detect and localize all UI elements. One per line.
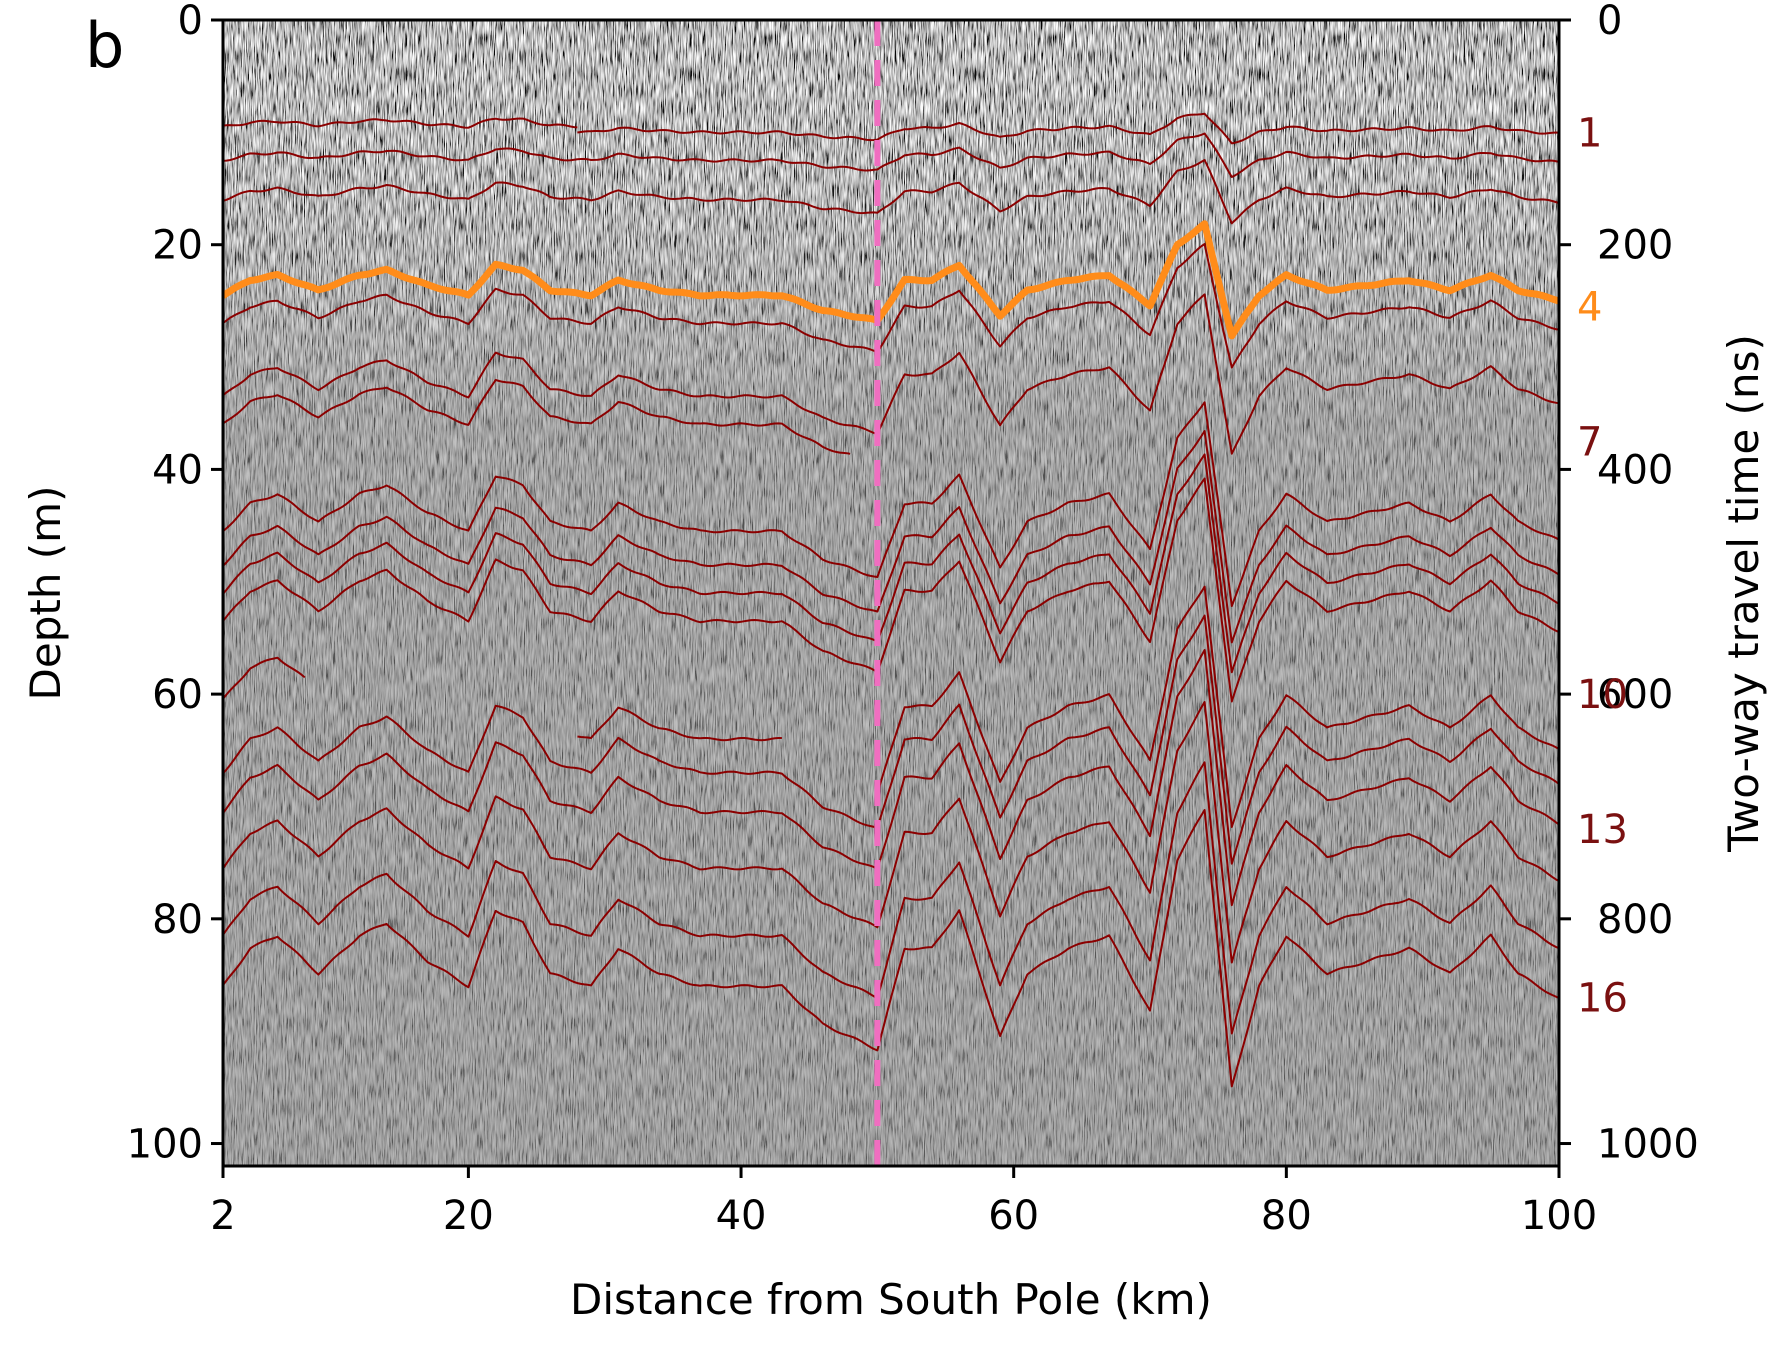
y-tick-label: 100 [127,1122,203,1168]
horizon-label: 10 [1577,672,1628,718]
y2-tick-label: 0 [1597,0,1622,44]
x-tick-label: 100 [1521,1193,1597,1239]
y-tick-label: 80 [152,897,203,943]
horizon-line [876,585,1559,828]
horizon-line [223,477,1559,703]
horizon-label: 13 [1577,807,1628,853]
x-axis: 2 20 40 60 80 100 [210,1166,1597,1239]
horizon-label: 16 [1577,975,1628,1021]
x-axis-title: Distance from South Pole (km) [570,1275,1212,1324]
horizon-labels: 1 4 7 10 13 16 [1577,110,1628,1021]
horizon-line [223,649,1559,907]
horizon-line [223,614,1559,865]
y2-tick-label: 1000 [1597,1122,1699,1168]
horizon-line [223,430,1559,644]
horizon-line [223,132,1559,178]
radargram-depth-fade [223,20,1559,1166]
horizon-line [223,159,1559,225]
horizon-label: 1 [1577,110,1602,156]
x-tick-label: 20 [443,1193,494,1239]
y-tick-label: 20 [152,223,203,269]
y2-tick-label: 800 [1597,897,1673,943]
x-tick-label: 40 [716,1193,767,1239]
horizon-label: 7 [1577,419,1602,465]
highlighted-horizon-line [223,220,1559,340]
y2-tick-label: 600 [1597,672,1673,718]
horizon-line [223,293,1559,455]
horizon-line [223,656,306,700]
horizon-line [223,453,1559,674]
x-tick-label: 2 [210,1193,235,1239]
horizon-line [223,243,1559,369]
y-tick-label: 40 [152,447,203,493]
y2-tick-label: 400 [1597,447,1673,493]
y-axis-right: 0 200 400 600 800 1000 [1559,0,1699,1168]
y-axis-left: 0 20 40 60 80 100 [127,0,223,1168]
horizon-line [577,112,1559,145]
horizon-line [223,761,1559,1035]
horizon-line [223,809,1559,1088]
horizon-line [223,378,851,455]
y2-tick-label: 200 [1597,223,1673,269]
y-axis-title: Depth (m) [21,486,70,701]
x-tick-label: 60 [988,1193,1039,1239]
horizon-line [223,701,1559,964]
horizon-label: 4 [1577,285,1602,331]
x-tick-label: 80 [1261,1193,1312,1239]
y2-axis-title: Two-way travel time (ns) [1719,334,1768,853]
plot-frame [221,18,1561,1168]
panel-label: b [85,9,124,82]
horizon-line [577,706,782,742]
y-tick-label: 60 [152,672,203,718]
horizon-line [223,401,1559,607]
horizon-layer [223,112,1559,1088]
plot-area [221,18,1561,1168]
horizon-line [223,117,578,129]
y-tick-label: 0 [178,0,203,44]
